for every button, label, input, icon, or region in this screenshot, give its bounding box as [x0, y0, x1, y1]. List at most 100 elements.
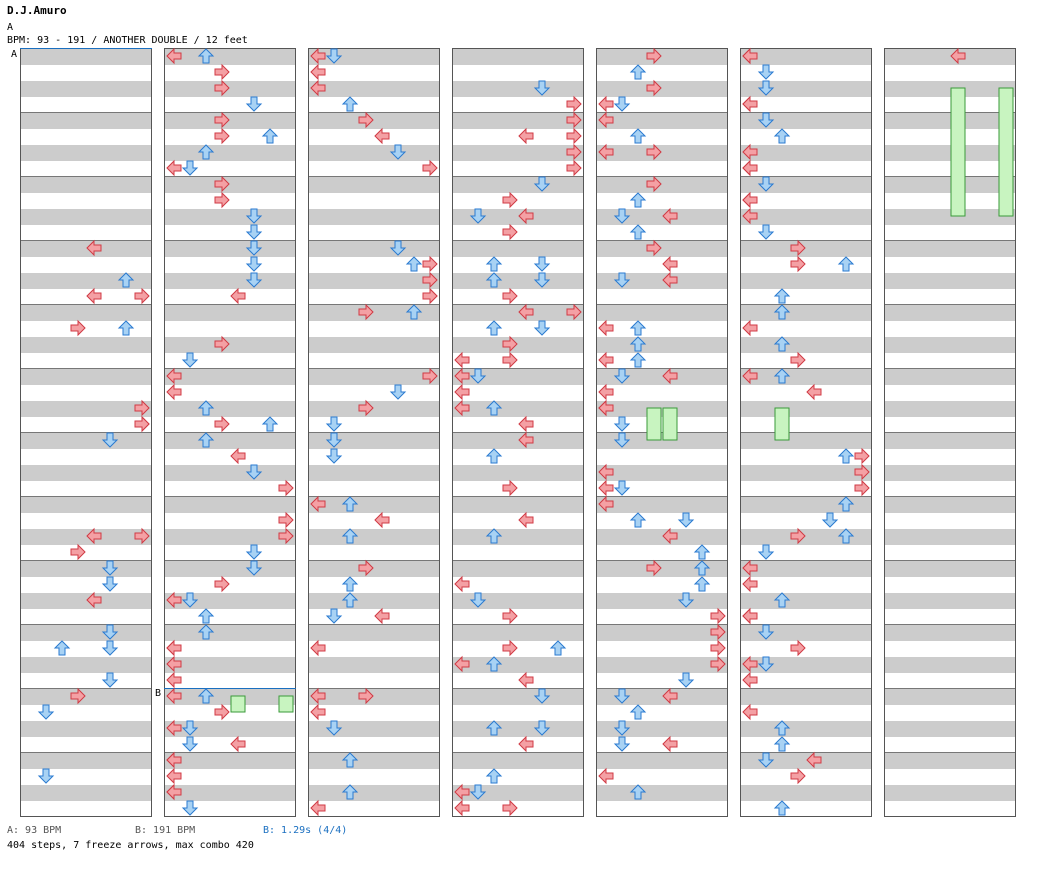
- beat-stripe: [308, 273, 440, 289]
- down-arrow-icon: [101, 560, 119, 576]
- beat-stripe: [308, 209, 440, 225]
- left-arrow-icon: [518, 415, 534, 433]
- beat-stripe: [596, 113, 728, 129]
- beat-stripe: [452, 209, 584, 225]
- up-arrow-icon: [773, 336, 791, 352]
- left-arrow-icon: [598, 463, 614, 481]
- down-arrow-icon: [757, 80, 775, 96]
- beat-stripe: [308, 593, 440, 609]
- beat-stripe: [740, 369, 872, 385]
- beat-stripe: [452, 49, 584, 65]
- down-arrow-icon: [325, 448, 343, 464]
- up-arrow-icon: [773, 288, 791, 304]
- right-arrow-icon: [502, 223, 518, 241]
- left-arrow-icon: [662, 735, 678, 753]
- down-arrow-icon: [181, 736, 199, 752]
- up-arrow-icon: [773, 720, 791, 736]
- left-arrow-icon: [310, 63, 326, 81]
- beat-stripe: [884, 689, 1016, 705]
- beat-stripe: [740, 721, 872, 737]
- up-arrow-icon: [629, 224, 647, 240]
- beat-stripe: [20, 177, 152, 193]
- beat-stripe: [308, 785, 440, 801]
- beat-stripe: [308, 145, 440, 161]
- freeze-arrow: [230, 695, 246, 713]
- beat-stripe: [20, 273, 152, 289]
- up-arrow-icon: [485, 448, 503, 464]
- down-arrow-icon: [389, 144, 407, 160]
- up-arrow-icon: [773, 592, 791, 608]
- up-arrow-icon: [693, 560, 711, 576]
- beat-stripe: [884, 209, 1016, 225]
- left-arrow-icon: [518, 207, 534, 225]
- beat-stripe: [164, 657, 296, 673]
- up-arrow-icon: [629, 320, 647, 336]
- column-border: [740, 48, 872, 817]
- beat-stripe: [164, 625, 296, 641]
- left-arrow-icon: [742, 319, 758, 337]
- column-border: [884, 48, 1016, 817]
- beat-stripe: [20, 369, 152, 385]
- right-arrow-icon: [278, 479, 294, 497]
- right-arrow-icon: [566, 127, 582, 145]
- left-arrow-icon: [662, 687, 678, 705]
- beat-stripe: [596, 369, 728, 385]
- up-arrow-icon: [837, 256, 855, 272]
- right-arrow-icon: [502, 639, 518, 657]
- beat-stripe: [308, 113, 440, 129]
- beat-stripe: [740, 401, 872, 417]
- up-arrow-icon: [485, 256, 503, 272]
- left-arrow-icon: [662, 255, 678, 273]
- right-arrow-icon: [422, 271, 438, 289]
- beat-stripe: [164, 305, 296, 321]
- left-arrow-icon: [166, 751, 182, 769]
- beat-stripe: [308, 465, 440, 481]
- right-arrow-icon: [214, 415, 230, 433]
- down-arrow-icon: [389, 384, 407, 400]
- beat-stripe: [308, 561, 440, 577]
- down-arrow-icon: [613, 272, 631, 288]
- right-arrow-icon: [790, 239, 806, 257]
- right-arrow-icon: [854, 479, 870, 497]
- beat-stripe: [740, 433, 872, 449]
- up-arrow-icon: [197, 688, 215, 704]
- left-arrow-icon: [310, 799, 326, 817]
- down-arrow-icon: [245, 224, 263, 240]
- beat-stripe: [20, 465, 152, 481]
- left-arrow-icon: [518, 511, 534, 529]
- beat-stripe: [452, 785, 584, 801]
- right-arrow-icon: [566, 159, 582, 177]
- right-arrow-icon: [710, 623, 726, 641]
- beat-stripe: [740, 689, 872, 705]
- beat-stripe: [596, 433, 728, 449]
- beat-stripe: [20, 145, 152, 161]
- beat-stripe: [452, 401, 584, 417]
- left-arrow-icon: [230, 447, 246, 465]
- beat-stripe: [20, 113, 152, 129]
- up-arrow-icon: [197, 400, 215, 416]
- right-arrow-icon: [790, 351, 806, 369]
- right-arrow-icon: [790, 639, 806, 657]
- left-arrow-icon: [166, 639, 182, 657]
- right-arrow-icon: [422, 159, 438, 177]
- down-arrow-icon: [757, 224, 775, 240]
- beat-stripe: [164, 401, 296, 417]
- left-arrow-icon: [518, 431, 534, 449]
- down-arrow-icon: [533, 256, 551, 272]
- right-arrow-icon: [358, 687, 374, 705]
- down-arrow-icon: [37, 704, 55, 720]
- beat-stripe: [884, 561, 1016, 577]
- up-arrow-icon: [197, 608, 215, 624]
- beat-stripe: [164, 49, 296, 65]
- up-arrow-icon: [405, 304, 423, 320]
- beat-stripe: [308, 529, 440, 545]
- left-arrow-icon: [950, 47, 966, 65]
- right-arrow-icon: [790, 255, 806, 273]
- left-arrow-icon: [166, 47, 182, 65]
- beat-stripe: [596, 561, 728, 577]
- up-arrow-icon: [405, 256, 423, 272]
- beat-stripe: [164, 369, 296, 385]
- beat-stripe: [308, 721, 440, 737]
- right-arrow-icon: [278, 511, 294, 529]
- beat-stripe: [740, 113, 872, 129]
